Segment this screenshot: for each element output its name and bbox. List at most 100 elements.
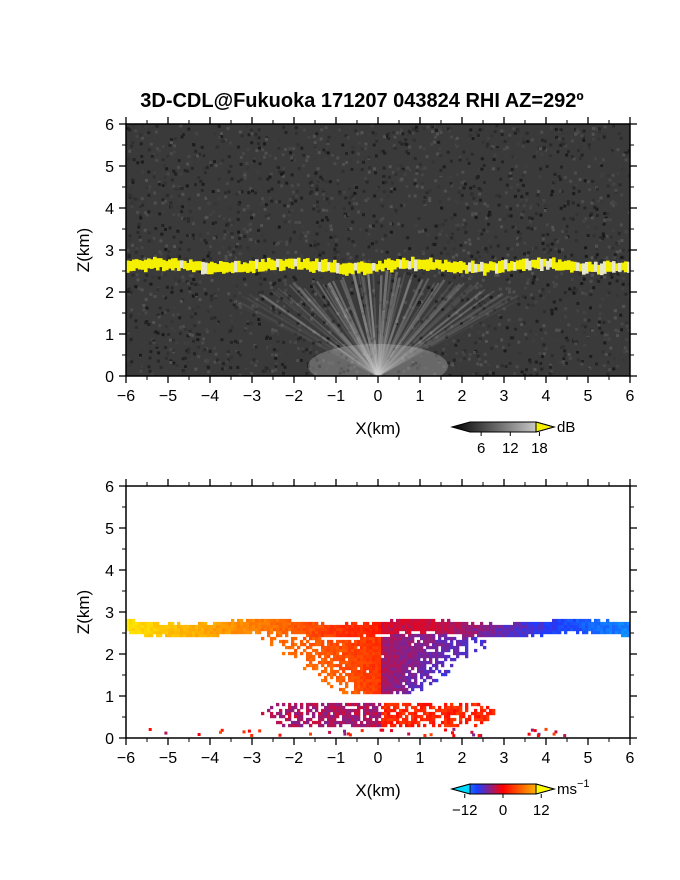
velocity-cell [531,624,535,629]
reflectivity-noise-pixel [365,228,369,232]
velocity-cell [417,621,421,626]
velocity-cell [558,627,562,632]
reflectivity-noise-pixel [271,305,275,309]
velocity-cell [300,702,304,707]
reflectivity-noise-pixel [496,167,500,171]
velocity-cell [336,714,340,719]
velocity-cell [414,657,418,662]
velocity-cell [255,627,259,632]
reflectivity-noise-pixel [216,358,220,362]
velocity-cell [297,723,301,728]
reflectivity-noise-pixel [552,300,556,304]
velocity-cell [360,729,364,733]
velocity-cell [351,675,355,680]
reflectivity-noise-pixel [387,332,391,336]
velocity-cell [441,663,445,668]
velocity-cell [201,630,205,635]
reflectivity-noise-pixel [354,334,358,338]
reflectivity-noise-pixel [280,172,284,176]
velocity-cell [369,702,373,707]
reflectivity-scatter-ray [377,272,406,376]
velocity-cell [240,621,244,626]
reflectivity-layer-cell [267,257,271,269]
reflectivity-noise-pixel [202,220,206,224]
reflectivity-noise-pixel [387,175,391,179]
velocity-cell [513,630,517,635]
reflectivity-layer-cell [138,260,142,270]
velocity-cell [384,663,388,668]
velocity-cell [528,624,532,629]
velocity-cell [336,657,340,662]
reflectivity-noise-pixel [519,317,523,321]
velocity-cell [126,627,130,632]
figure-title: 3D-CDL@Fukuoka 171207 043824 RHI AZ=292º [140,90,584,112]
reflectivity-noise-pixel [367,160,371,163]
velocity-cell [426,627,430,632]
reflectivity-noise-pixel [196,305,200,309]
velocity-cell [300,711,304,716]
reflectivity-noise-pixel [232,250,236,254]
reflectivity-noise-pixel [217,288,220,291]
reflectivity-noise-pixel [508,287,512,291]
velocity-cell [291,639,295,644]
reflectivity-noise-pixel [354,129,358,133]
reflectivity-noise-pixel [450,304,454,308]
velocity-cell [312,621,316,626]
reflectivity-noise-pixel [557,130,561,134]
reflectivity-noise-pixel [370,339,374,343]
velocity-cell [318,720,322,725]
reflectivity-noise-pixel [260,233,264,237]
reflectivity-noise-pixel [134,182,138,186]
velocity-cell [282,642,286,647]
reflectivity-noise-pixel [374,290,378,294]
reflectivity-noise-pixel [557,238,561,242]
reflectivity-noise-pixel [252,159,256,163]
reflectivity-noise-pixel [381,332,385,336]
reflectivity-scatter-ray [376,270,389,376]
reflectivity-noise-pixel [145,186,149,190]
velocity-cell [390,681,394,686]
velocity-cell [489,633,493,638]
velocity-cell [480,642,484,647]
reflectivity-noise-pixel [294,221,298,225]
reflectivity-noise-pixel [349,367,353,370]
reflectivity-noise-pixel [170,327,174,331]
reflectivity-noise-pixel [322,193,325,197]
velocity-cell [387,714,391,719]
velocity-cell [420,687,424,692]
reflectivity-noise-pixel [564,236,568,240]
reflectivity-noise-pixel [336,250,340,254]
reflectivity-noise-pixel [333,247,337,251]
reflectivity-noise-pixel [355,186,359,189]
velocity-cell [270,636,274,641]
reflectivity-noise-pixel [246,321,250,325]
velocity-cell [375,627,379,632]
reflectivity-noise-pixel [380,224,384,228]
velocity-cell [465,639,469,644]
reflectivity-noise-pixel [246,147,250,151]
velocity-cell [399,657,403,662]
reflectivity-noise-pixel [623,151,627,155]
reflectivity-noise-pixel [479,304,483,308]
velocity-cell [414,627,418,632]
reflectivity-noise-pixel [564,307,568,311]
velocity-cell [438,651,442,656]
velocity-cell [309,702,313,707]
reflectivity-noise-pixel [483,202,487,206]
reflectivity-noise-pixel [565,203,568,207]
reflectivity-noise-pixel [313,240,317,244]
velocity-cell [618,627,622,632]
velocity-cell [357,723,361,728]
reflectivity-noise-pixel [583,179,587,183]
reflectivity-noise-pixel [468,333,471,337]
reflectivity-noise-pixel [496,244,500,248]
velocity-cell [456,627,460,632]
velocity-cell [351,654,355,659]
velocity-cell [222,624,226,629]
reflectivity-noise-pixel [575,327,579,331]
reflectivity-noise-pixel [310,184,314,188]
velocity-cell [585,624,589,629]
velocity-cell [315,636,319,641]
velocity-cell [327,663,331,668]
reflectivity-noise-pixel [326,139,330,143]
